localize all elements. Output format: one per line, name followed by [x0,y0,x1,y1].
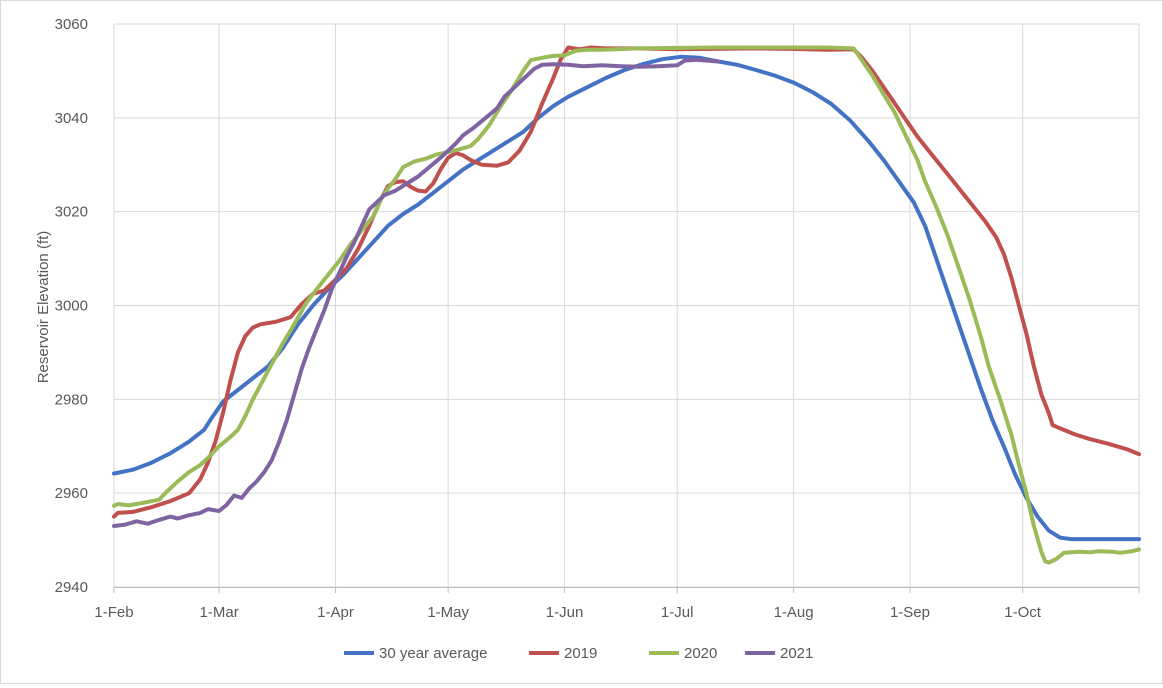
legend-label: 2021 [780,645,813,662]
legend-label: 2019 [564,645,597,662]
y-axis-title: Reservoir Elevation (ft) [35,231,52,384]
y-tick-label: 3020 [55,204,88,221]
x-tick-label: 1-Oct [1004,604,1042,621]
legend-item: 2019 [529,645,597,662]
y-tick-label: 3040 [55,110,88,127]
legend-label: 2020 [684,645,717,662]
x-axis [113,587,1140,593]
legend-item: 2020 [649,645,717,662]
legend-item: 2021 [745,645,813,662]
x-tick-label: 1-Sep [890,604,930,621]
x-tick-label: 1-Mar [200,604,239,621]
x-tick-label: 1-Apr [317,604,354,621]
y-tick-label: 2980 [55,391,88,408]
legend-item: 30 year average [344,645,487,662]
x-tick-label: 1-Jun [546,604,584,621]
x-tick-label: 1-Feb [94,604,133,621]
legend: 30 year average 2019 2020 2021 [344,645,813,662]
x-tick-label: 1-May [427,604,469,621]
y-axis-tick-labels: 2940 2960 2980 3000 3020 3040 3060 [55,16,88,596]
x-axis-tick-labels: 1-Feb 1-Mar 1-Apr 1-May 1-Jun 1-Jul 1-Aug 1-Sep… [94,604,1041,621]
series-lines [112,45,1141,565]
y-tick-label: 2960 [55,485,88,502]
series-line-2021 [112,57,721,528]
y-tick-label: 2940 [55,579,88,596]
y-tick-label: 3000 [55,298,88,315]
series-line-2019 [112,45,1141,519]
x-tick-label: 1-Jul [661,604,694,621]
gridlines [113,23,1140,588]
legend-label: 30 year average [379,645,487,662]
x-tick-label: 1-Aug [774,604,814,621]
y-tick-label: 3060 [55,16,88,33]
series-line-2020 [112,45,1141,565]
